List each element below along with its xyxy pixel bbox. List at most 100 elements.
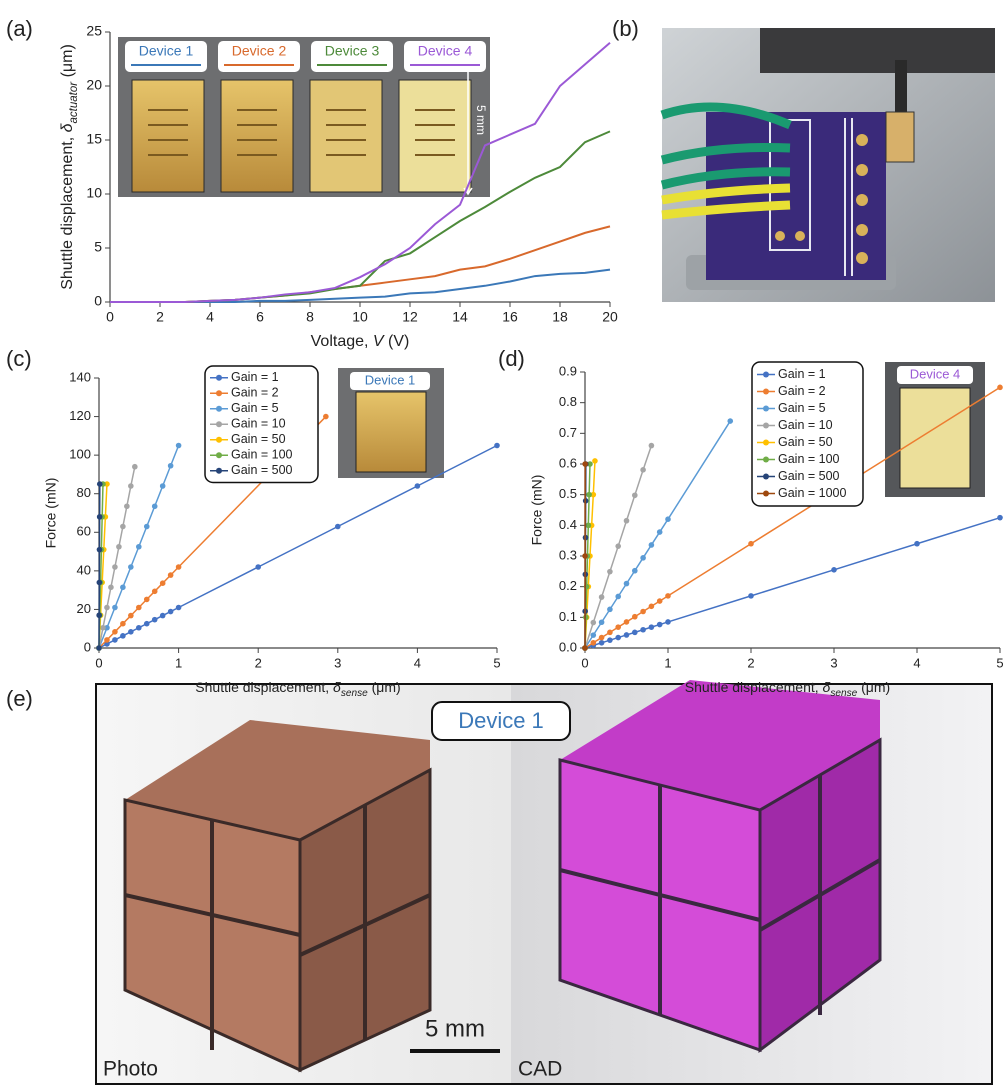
- x-tick-label: 0: [106, 309, 114, 325]
- point: [143, 620, 150, 627]
- point: [120, 584, 126, 591]
- point: [159, 483, 166, 489]
- point: [607, 629, 613, 636]
- axis-label-part: actuator: [68, 81, 80, 124]
- axis-label: Shuttle displacement, δsense (μm): [685, 679, 890, 699]
- legend-swatch: [216, 436, 222, 443]
- axis-label: Voltage, V (V): [311, 333, 410, 350]
- x-tick-label: 10: [352, 309, 368, 325]
- point: [623, 632, 630, 638]
- panel-label: (d): [498, 346, 525, 371]
- y-tick-label: 0.0: [559, 639, 577, 654]
- point: [151, 503, 158, 510]
- legend-label: Gain = 2: [778, 384, 826, 398]
- axis-label-part: sense: [341, 688, 368, 699]
- y-tick-label: 25: [86, 23, 102, 39]
- axis-label: Force (mN): [43, 478, 59, 549]
- chart: 0 1 2 3 4 5 0 20 40 60 80 100 120 140 Shuttle displace…: [43, 365, 501, 699]
- y-tick-label: 0.5: [559, 486, 577, 501]
- point: [607, 637, 613, 643]
- panel-label: (b): [612, 16, 639, 41]
- legend-swatch: [216, 467, 222, 474]
- point: [598, 594, 605, 600]
- photo-label: Photo: [103, 1058, 158, 1081]
- point: [175, 564, 182, 570]
- legend-swatch: [763, 388, 769, 395]
- point: [124, 503, 130, 510]
- legend-label: Device 1: [139, 43, 194, 59]
- series-line: [584, 420, 731, 649]
- point: [623, 517, 630, 524]
- point: [582, 553, 588, 559]
- point: [335, 523, 341, 530]
- point: [632, 613, 638, 620]
- y-tick-label: 10: [86, 185, 102, 201]
- legend-label: Gain = 50: [231, 432, 286, 446]
- point: [585, 522, 592, 529]
- y-tick-label: 0.8: [559, 394, 577, 409]
- point: [656, 598, 663, 604]
- point: [120, 523, 126, 530]
- y-tick-label: 140: [69, 369, 91, 384]
- axis-label-part: sense: [830, 688, 857, 699]
- point: [648, 603, 655, 610]
- photo-e: [95, 680, 993, 1085]
- legend-label: Gain = 500: [231, 463, 293, 477]
- legend-swatch: [763, 473, 769, 480]
- point: [590, 632, 597, 638]
- point: [598, 619, 605, 626]
- point: [494, 442, 500, 449]
- point: [96, 546, 103, 553]
- x-tick-label: 2: [255, 655, 262, 670]
- point: [151, 616, 158, 623]
- axis-label-part: (μm): [857, 679, 890, 695]
- legend-swatch: [763, 405, 769, 412]
- point: [607, 606, 613, 613]
- series-line: [98, 466, 136, 649]
- point: [136, 604, 142, 611]
- point: [997, 384, 1003, 391]
- panel-label: (a): [6, 16, 33, 41]
- x-tick-label: 2: [156, 309, 164, 325]
- axis-label-part: Shuttle displacement,: [59, 132, 76, 289]
- y-tick-label: 80: [77, 485, 91, 500]
- y-tick-label: 20: [77, 601, 91, 616]
- point: [748, 593, 754, 599]
- panel-label: (c): [6, 346, 32, 371]
- x-tick-label: 4: [913, 655, 920, 670]
- series-line: [110, 42, 611, 303]
- point: [598, 634, 605, 641]
- y-tick-label: 15: [86, 131, 102, 147]
- point: [640, 467, 646, 473]
- x-tick-label: 12: [402, 309, 418, 325]
- point: [648, 442, 655, 449]
- point: [96, 612, 102, 619]
- legend-box: [751, 361, 864, 507]
- legend-label: Gain = 10: [231, 417, 286, 431]
- point: [120, 633, 126, 639]
- inset-label: Device 1: [365, 372, 416, 387]
- x-tick-label: 8: [306, 309, 314, 325]
- point: [586, 491, 592, 498]
- point: [159, 580, 166, 586]
- point: [143, 596, 150, 603]
- photo-label: CAD: [518, 1058, 562, 1081]
- x-tick-label: 3: [334, 655, 341, 670]
- point: [640, 608, 646, 615]
- point: [104, 641, 110, 647]
- point: [590, 491, 597, 498]
- point: [143, 523, 150, 530]
- legend-label: Gain = 1000: [778, 486, 847, 500]
- legend-label: Gain = 5: [231, 401, 279, 415]
- x-tick-label: 14: [452, 309, 468, 325]
- legend-label: Gain = 500: [778, 469, 840, 483]
- series-line: [110, 225, 611, 303]
- x-tick-label: 5: [996, 655, 1003, 670]
- y-tick-label: 0.4: [559, 517, 577, 532]
- axis-label-part: Shuttle displacement,: [685, 679, 823, 695]
- legend-swatch: [763, 371, 769, 378]
- point: [136, 624, 142, 631]
- x-tick-label: 1: [664, 655, 671, 670]
- point: [112, 564, 118, 570]
- point: [120, 620, 126, 627]
